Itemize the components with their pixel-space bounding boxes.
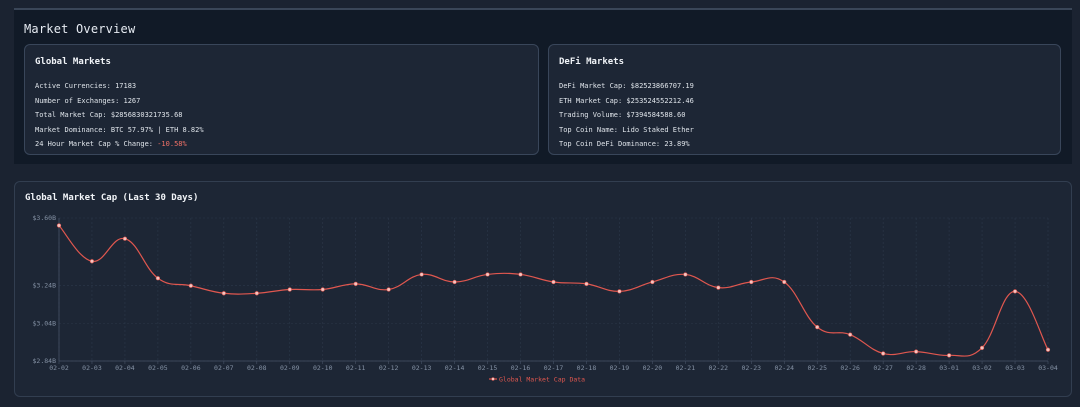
top-coin-name: Top Coin Name: Lido Staked Ether [559,125,694,134]
global-market-cap-chart-panel: Global Market Cap (Last 30 Days) $3.60B $… [14,181,1072,397]
data-point [353,281,358,286]
x-tick-label: 03-02 [972,364,992,372]
total-market-cap: Total Market Cap: $2856830321735.68 [35,111,183,119]
data-point [782,279,787,285]
x-tick-label: 02-02 [49,364,69,372]
active-currencies: Active Currencies: 17183 [35,82,137,90]
data-point [155,276,160,281]
x-tick-label: 02-22 [709,364,729,372]
x-tick-label: 02-17 [544,364,564,372]
data-point [518,272,523,277]
data-point [386,287,391,292]
data-point [452,279,457,285]
x-tick-label: 02-21 [676,364,696,372]
market-cap-change-value: -10.58% [157,140,187,148]
x-tick-label: 02-13 [412,364,432,372]
data-point [254,291,259,296]
x-tick-label: 03-03 [1005,364,1025,372]
data-point [848,332,853,337]
data-point [749,279,754,285]
data-point [1012,289,1018,294]
legend-swatch-point [491,377,495,381]
defi-markets-card: DeFi Markets DeFi Market Cap: $825238667… [548,44,1061,155]
number-of-exchanges: Number of Exchanges: 1267 [35,96,141,105]
x-tick-label: 02-19 [610,364,630,372]
y-tick-label: $2.84B [33,357,57,365]
data-point [1045,347,1051,352]
x-tick-label: 02-18 [577,364,597,372]
market-overview-title: Market Overview [24,22,136,36]
x-tick-label: 02-07 [214,364,234,372]
market-cap-change-row: 24 Hour Market Cap % Change: -10.58% [35,137,204,152]
data-point [89,259,95,264]
x-tick-label: 02-24 [774,364,794,372]
data-point [221,291,226,296]
x-tick-label: 02-04 [115,364,135,372]
x-tick-label: 02-25 [807,364,827,372]
data-point [881,351,886,356]
x-tick-label: 02-06 [181,364,201,372]
data-point [946,353,952,358]
data-point [683,272,688,277]
data-point [551,279,556,285]
data-point [56,223,62,228]
x-tick-label: 02-11 [346,364,366,372]
data-point [122,236,128,241]
market-cap-change-label: 24 Hour Market Cap % Change: [35,140,158,148]
y-tick-label: $3.60B [33,214,57,222]
market-dominance: Market Dominance: BTC 57.97% | ETH 8.82% [35,125,204,134]
data-point [617,289,622,294]
data-point [815,325,820,330]
data-point [716,285,721,290]
data-point [320,287,325,292]
data-point [914,349,919,354]
data-point [419,272,424,277]
legend-label: Global Market Cap Data [499,376,585,384]
x-tick-label: 02-08 [247,364,267,372]
x-tick-label: 02-16 [511,364,531,372]
top-coin-dominance: Top Coin DeFi Dominance: 23.89% [559,140,690,148]
data-point [584,281,589,286]
x-tick-label: 02-28 [906,364,926,372]
x-tick-label: 02-12 [379,364,399,372]
x-tick-label: 02-27 [873,364,893,372]
y-tick-label: $3.24B [33,282,57,290]
data-point [650,279,655,285]
x-tick-label: 02-23 [742,364,762,372]
data-point [485,272,490,277]
data-point [188,283,193,288]
x-tick-label: 02-05 [148,364,168,372]
data-point [979,345,985,350]
x-tick-label: 03-01 [939,364,959,372]
eth-market-cap: ETH Market Cap: $253524552212.46 [559,96,694,105]
x-tick-label: 02-26 [840,364,860,372]
trading-volume: Trading Volume: $7394584588.60 [559,111,686,119]
x-tick-label: 02-15 [478,364,498,372]
x-tick-label: 02-10 [313,364,333,372]
x-tick-label: 03-04 [1038,364,1058,372]
global-markets-title: Global Markets [35,57,111,67]
chart-title: Global Market Cap (Last 30 Days) [25,193,199,203]
defi-market-cap: DeFi Market Cap: $82523866707.19 [559,82,694,90]
global-markets-card: Global Markets Active Currencies: 17183 … [24,44,539,155]
y-tick-label: $3.04B [33,319,57,327]
data-point [287,287,292,292]
x-tick-label: 02-14 [445,364,465,372]
x-tick-label: 02-09 [280,364,300,372]
x-tick-label: 02-03 [82,364,102,372]
market-overview-panel: Market Overview Global Markets Active Cu… [14,8,1072,164]
x-tick-label: 02-20 [643,364,663,372]
defi-markets-title: DeFi Markets [559,57,625,67]
